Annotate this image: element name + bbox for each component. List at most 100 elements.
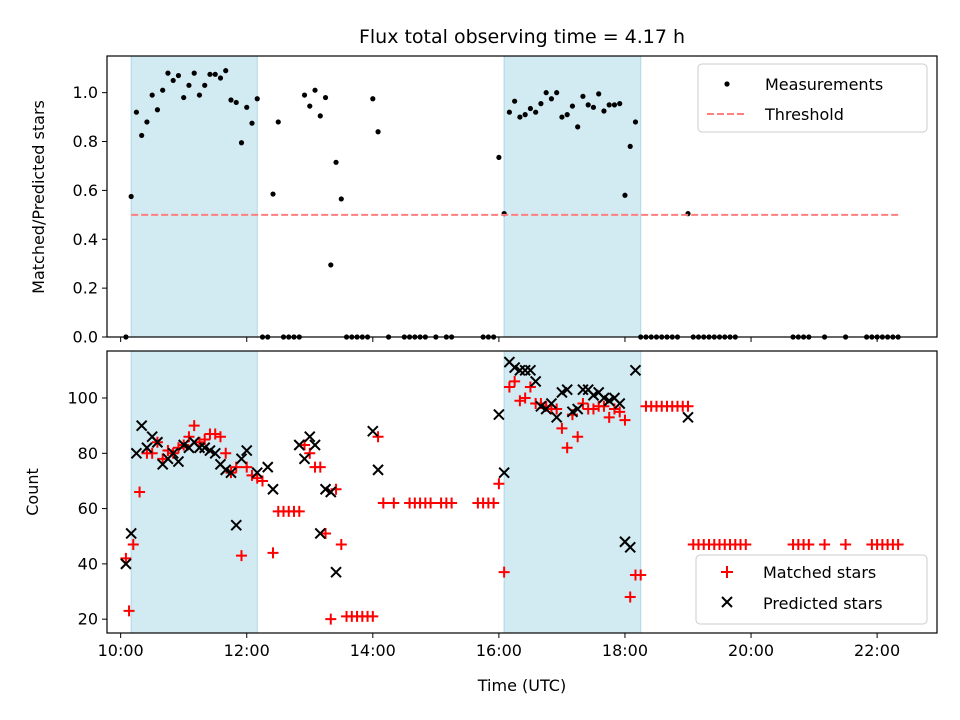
measurement-point [238,140,245,146]
measurement-point [270,191,276,197]
bottom-panel-legend-box [695,554,928,625]
top-panel-ylabel: Matched/Predicted stars [29,100,48,294]
measurement-point [328,262,334,268]
matched-star-point [840,539,852,551]
matched-star-point [214,431,226,443]
measurement-point [496,154,502,161]
measurement-point [517,114,523,120]
predicted-star-point [498,466,510,479]
predicted-star-point [230,519,242,531]
measurement-point [207,71,213,77]
measurement-point [554,90,560,96]
y-tick-label: 0.6 [73,181,98,200]
measurement-point [606,102,612,108]
measurement-point [559,114,565,120]
predicted-star-point [235,453,248,465]
matched-star-point [377,497,389,509]
measurement-point [527,105,534,112]
measurement-point [569,103,576,109]
measurement-point [617,101,623,107]
measurement-point [249,120,255,126]
predicted-star-point [682,411,694,424]
x-tick-label: 22:00 [854,641,900,660]
measurement-point [543,90,549,96]
measurement-point [333,159,339,165]
y-tick-label: 1.0 [73,83,98,102]
legend-measurements-marker [724,81,730,87]
predicted-star-point [167,447,179,460]
predicted-star-point [298,453,311,465]
x-tick-label: 10:00 [98,641,144,660]
measurement-point [538,101,544,107]
bottom-panel: 20 40 60 80 100 10:00 12:00 14:00 16:00 18:00 20:0… [23,350,938,695]
measurement-point [533,109,539,115]
measurement-point [165,70,171,76]
predicted-star-point [629,364,642,377]
matched-star-point [577,398,589,410]
measurement-point [312,87,318,93]
predicted-star-point [241,444,253,457]
measurement-point [580,93,586,99]
predicted-star-point [225,466,237,479]
matched-star-point [635,569,647,581]
y-tick-label: 0.2 [73,279,98,298]
matched-star-point [320,527,332,539]
matched-star-point [509,375,521,387]
bottom-panel-ticks: 20 40 60 80 100 10:00 12:00 14:00 16:00 18:00 20:0… [67,389,900,661]
measurement-point [611,102,618,108]
matched-star-point [519,392,531,404]
measurement-point [196,92,203,98]
predicted-star-point [524,364,537,377]
legend-predicted-marker [721,596,733,608]
y-tick-label: 40 [78,554,98,573]
matched-star-point [293,505,305,517]
predicted-star-point [135,419,148,432]
measurement-point [522,112,528,118]
predicted-star-point [151,436,164,448]
matched-star-point [372,431,384,443]
top-panel-legend-box [697,63,928,133]
top-panel-legend: Measurements Threshold [697,63,928,133]
matched-star-point [498,566,510,578]
x-axis-label: Time (UTC) [477,676,566,695]
matched-star-point [503,381,515,393]
predicted-star-point [372,464,384,476]
matched-star-point [325,613,337,625]
matched-star-point [188,420,200,432]
measurement-point [228,97,234,103]
matched-star-point [819,539,831,551]
matched-star-point [134,486,146,498]
measurement-point [139,132,145,139]
predicted-star-point [367,425,379,437]
measurement-point [175,72,182,79]
matched-star-point [157,453,169,465]
x-tick-label: 12:00 [224,641,270,660]
measurement-point [154,107,161,113]
measurement-point [375,129,381,135]
measurement-point [370,96,376,102]
measurement-point [186,82,192,88]
matched-star-point [493,478,505,490]
predicted-star-point [267,483,279,495]
matched-star-point [425,497,437,509]
x-tick-label: 16:00 [476,641,522,660]
matched-star-point [314,461,326,473]
bottom-panel-ylabel: Count [23,468,42,516]
matched-star-point [267,547,279,559]
top-panel-frame [106,55,938,338]
matched-star-point [524,381,536,393]
matched-star-point [561,442,573,454]
legend-predicted-label: Predicted stars [763,594,883,613]
measurement-point [590,104,597,110]
measurement-point [217,75,224,81]
predicted-star-point [125,527,137,540]
matched-star-point [123,605,135,617]
matched-star-point [803,539,815,551]
matched-star-point [682,400,694,412]
measurement-point [133,109,140,115]
bottom-panel-marks [120,356,904,625]
predicted-star-point [172,455,185,468]
measurement-point [160,87,166,93]
predicted-star-point [614,397,626,410]
